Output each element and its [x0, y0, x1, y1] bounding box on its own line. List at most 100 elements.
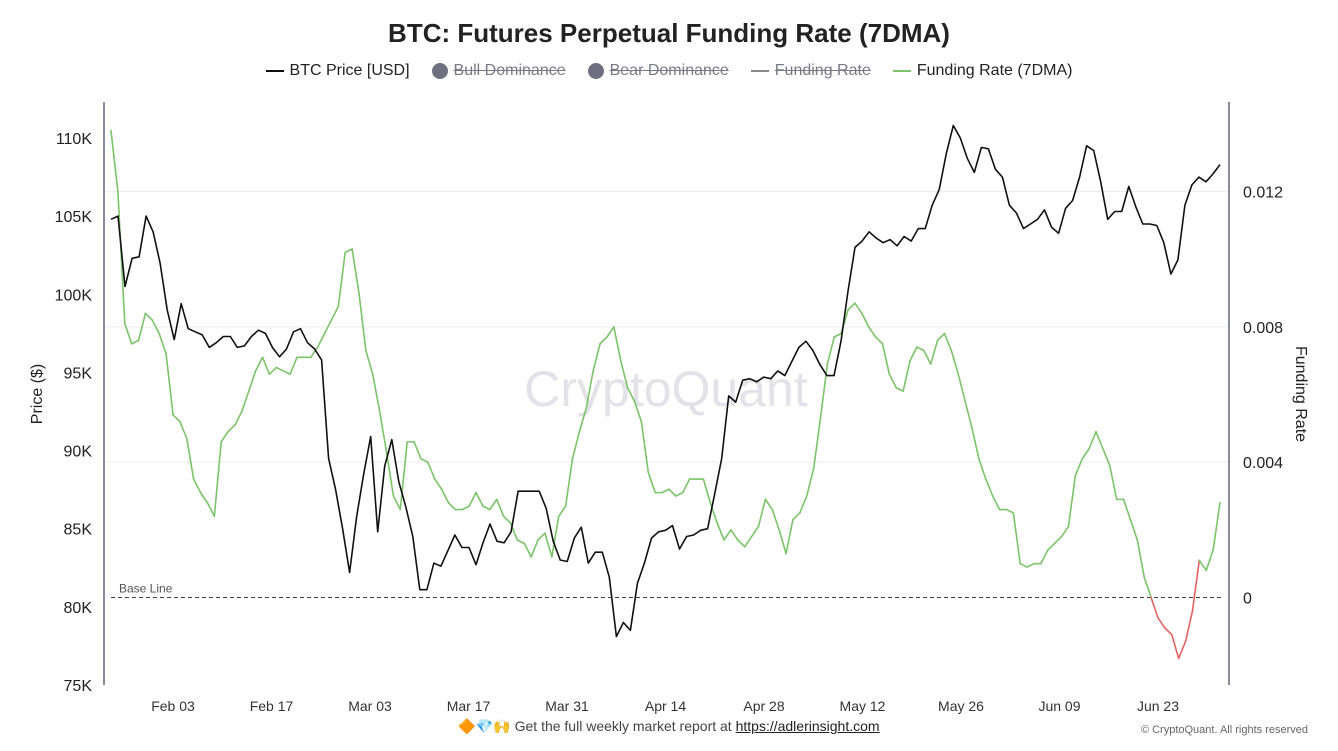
legend-label: Bull Dominance — [453, 62, 566, 79]
funding-rate-segment — [447, 501, 457, 511]
funding-rate-segment — [585, 370, 594, 409]
funding-rate-segment — [888, 373, 898, 389]
funding-rate-segment — [1019, 562, 1028, 568]
funding-rate-segment — [165, 353, 174, 416]
funding-rate-segment — [172, 413, 181, 423]
footer-link[interactable]: https://adlerinsight.com — [735, 718, 880, 734]
funding-rate-segment — [702, 478, 712, 504]
funding-rate-segment — [737, 539, 746, 548]
legend-item-bear-dominance[interactable]: Bear Dominance — [587, 62, 729, 80]
funding-rate-segment — [385, 451, 395, 497]
funding-rate-segment — [1108, 464, 1118, 501]
funding-rate-segment — [592, 342, 601, 372]
legend-line-icon — [892, 70, 911, 72]
y-left-tick-label: 105K — [55, 209, 93, 226]
y-right-tick-label: 0.012 — [1243, 185, 1283, 202]
funding-rate-segment — [475, 491, 484, 507]
funding-rate-segment — [613, 326, 622, 362]
funding-rate-segment — [599, 336, 608, 345]
funding-rate-segment — [309, 346, 319, 359]
chart-legend: BTC Price [USD] Bull Dominance Bear Domina… — [0, 62, 1338, 80]
funding-rate-segment — [399, 441, 408, 511]
footer-banner: 🔶💎🙌 Get the full weekly market report at… — [0, 718, 1338, 735]
x-tick-label: Apr 28 — [743, 698, 784, 714]
funding-rate-segment — [854, 302, 863, 315]
legend-item-funding-rate-7dma[interactable]: Funding Rate (7DMA) — [892, 62, 1073, 80]
y-left-tick-label: 95K — [64, 365, 93, 382]
funding-rate-segment — [764, 498, 774, 511]
funding-rate-segment — [158, 332, 167, 355]
funding-rate-segment — [730, 529, 739, 541]
x-tick-label: Mar 31 — [545, 698, 589, 714]
funding-rate-segment — [557, 505, 567, 518]
funding-rate-segment — [316, 332, 326, 348]
funding-rate-segment — [1060, 525, 1070, 538]
funding-rate-segment — [282, 370, 291, 376]
funding-rate-segment — [1026, 562, 1035, 568]
funding-rate-segment — [213, 441, 223, 518]
funding-rate-segment — [220, 430, 229, 443]
funding-rate-segment — [420, 457, 429, 463]
funding-rate-segment — [812, 417, 822, 470]
y-left-axis-title: Price ($) — [29, 364, 46, 424]
funding-rate-segment — [516, 539, 526, 545]
funding-rate-segment — [874, 336, 884, 345]
funding-rate-segment — [130, 339, 140, 345]
funding-rate-segment — [110, 129, 119, 193]
funding-rate-segment — [991, 495, 1001, 511]
funding-rate-segment — [1143, 576, 1152, 599]
funding-rate-segment — [1198, 559, 1208, 572]
funding-rate-segment — [179, 420, 188, 440]
baseline-label: Base Line — [119, 582, 173, 596]
funding-rate-segment — [826, 336, 836, 365]
funding-rate-segment — [1205, 549, 1214, 572]
funding-rate-segment — [923, 349, 932, 365]
legend-item-funding-rate[interactable]: Funding Rate — [750, 62, 871, 80]
funding-rate-segment — [1150, 596, 1159, 619]
chart-title: BTC: Futures Perpetual Funding Rate (7DM… — [388, 18, 950, 48]
funding-rate-segment — [681, 478, 691, 494]
funding-rate-segment — [833, 332, 842, 338]
legend-label: Funding Rate (7DMA) — [916, 62, 1073, 79]
funding-rate-segment — [123, 322, 133, 345]
funding-rate-segment — [929, 339, 939, 365]
funding-rate-segment — [936, 332, 946, 342]
funding-rate-segment — [647, 471, 656, 494]
funding-rate-segment — [661, 488, 670, 494]
legend-item-bull-dominance[interactable]: Bull Dominance — [431, 62, 566, 80]
chart-plot: CryptoQuant Base Line 75K 80K 85K 90K 95K 100K 1… — [29, 102, 1309, 714]
funding-rate-segment — [571, 430, 581, 460]
funding-rate-segment — [950, 349, 960, 376]
funding-rate-segment — [985, 478, 994, 497]
funding-rate-segment — [427, 461, 436, 480]
y-right-tick-label: 0.004 — [1243, 455, 1283, 472]
funding-rate-segment — [1088, 430, 1097, 450]
funding-rate-segment — [902, 359, 911, 392]
funding-rate-segment — [468, 491, 477, 507]
funding-rate-segment — [199, 491, 209, 504]
funding-rate-segment — [1164, 627, 1173, 636]
funding-rate-segment — [234, 410, 243, 426]
funding-rate-segment — [799, 495, 808, 514]
funding-rate-segment — [1012, 512, 1022, 565]
legend-item-btc-price-usd[interactable]: BTC Price [USD] — [265, 62, 410, 80]
x-tick-label: Mar 17 — [447, 698, 491, 714]
x-tick-label: Mar 03 — [348, 698, 392, 714]
funding-rate-segment — [1177, 640, 1187, 660]
funding-rate-segment — [440, 488, 450, 504]
funding-rate-segment — [909, 346, 918, 362]
funding-rate-segment — [433, 478, 443, 491]
funding-rate-segment — [785, 518, 794, 555]
funding-rate-segment — [1005, 508, 1015, 514]
footer-emoji-icons: 🔶💎🙌 — [458, 718, 511, 734]
funding-rate-segment — [530, 539, 539, 558]
funding-rate-segment — [778, 529, 787, 555]
funding-rate-segment — [771, 508, 780, 531]
footer-text: Get the full weekly market report at — [514, 718, 732, 734]
funding-rate-segment — [792, 512, 801, 521]
funding-rate-segment — [461, 505, 470, 511]
funding-rate-7dma-series — [110, 129, 1221, 660]
funding-rate-segment — [723, 529, 732, 541]
funding-rate-segment — [716, 522, 725, 541]
funding-rate-segment — [523, 542, 532, 558]
